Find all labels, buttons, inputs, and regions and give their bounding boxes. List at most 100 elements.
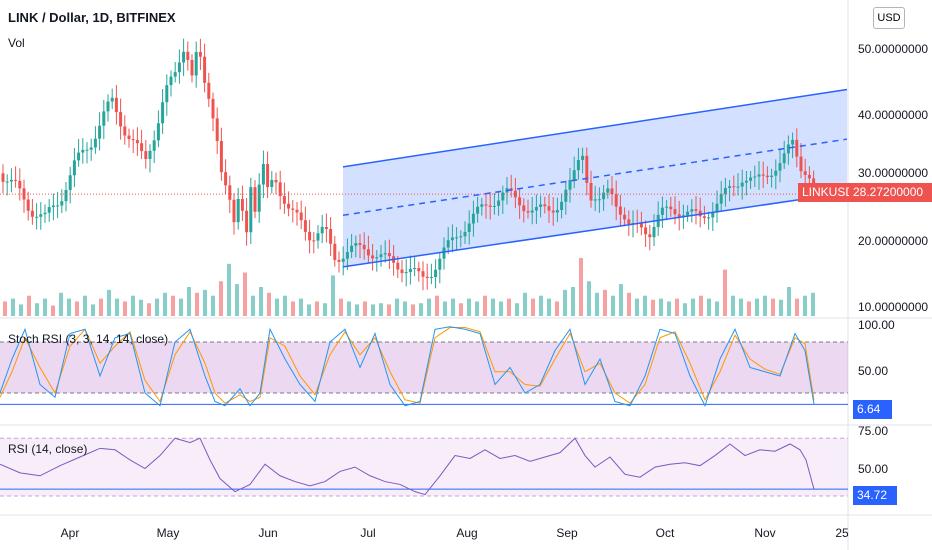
candle-body	[765, 175, 769, 178]
rsi-value-badge: 34.72	[853, 486, 897, 505]
candle-body	[623, 214, 627, 220]
candle-body	[379, 254, 383, 258]
candle-body	[333, 243, 337, 260]
time-tick: Apr	[60, 526, 80, 540]
volume-bar	[563, 289, 567, 316]
candle-body	[753, 176, 757, 178]
candle-body	[5, 181, 9, 183]
candle-body	[534, 207, 538, 211]
candle-body	[169, 76, 173, 86]
volume-bar	[755, 298, 759, 316]
candle-body	[119, 112, 123, 127]
volume-bar	[123, 301, 127, 316]
volume-bar	[739, 298, 743, 316]
volume-bar	[651, 299, 655, 316]
candle-body	[30, 210, 34, 217]
rsi-tick: 50.00	[858, 462, 889, 476]
channel-upper-line	[342, 88, 848, 168]
candle-body	[1, 173, 5, 182]
volume-bar	[227, 263, 231, 316]
volume-bar	[339, 298, 343, 316]
volume-bar	[267, 292, 271, 316]
candle-body	[18, 180, 22, 189]
volume-bar	[795, 298, 799, 316]
volume-bar	[603, 289, 607, 316]
candle-body	[551, 210, 555, 213]
candle-body	[358, 243, 362, 245]
volume-bar	[595, 292, 599, 316]
candle-body	[446, 240, 450, 248]
last-price-badge: 28.27200000	[849, 183, 932, 202]
candle-body	[337, 259, 341, 262]
candle-body	[295, 209, 299, 213]
volume-bar	[699, 295, 703, 316]
candle-body	[106, 101, 110, 112]
volume-bar	[667, 301, 671, 316]
candle-body	[471, 213, 475, 224]
volume-bar	[67, 298, 71, 316]
currency-button[interactable]: USD	[873, 7, 905, 29]
volume-bar	[387, 304, 391, 316]
candle-body	[669, 206, 673, 210]
candle-body	[161, 102, 165, 124]
candle-body	[312, 240, 316, 242]
candle-body	[715, 203, 719, 213]
candle-body	[450, 237, 454, 241]
volume-bar	[659, 298, 663, 316]
volume-bar	[547, 298, 551, 316]
candle-body	[198, 52, 202, 57]
candle-body	[723, 187, 727, 195]
candle-body	[261, 164, 265, 185]
candle-body	[543, 204, 547, 207]
volume-bar	[19, 304, 23, 316]
volume-bar	[83, 295, 87, 316]
volume-bar	[115, 298, 119, 316]
volume-bar	[571, 287, 575, 316]
volume-bar	[523, 292, 527, 316]
candle-body	[371, 255, 375, 259]
volume-bar	[27, 295, 31, 316]
candle-body	[480, 204, 484, 207]
candle-body	[610, 188, 614, 195]
candle-body	[770, 175, 774, 178]
volume-bar	[235, 284, 239, 316]
time-tick: Nov	[754, 526, 776, 540]
volume-bar	[307, 304, 311, 316]
volume-bar	[635, 298, 639, 316]
volume-bar	[515, 303, 519, 316]
candle-body	[245, 210, 249, 233]
candle-body	[589, 182, 593, 201]
time-tick: May	[156, 526, 180, 540]
candle-body	[303, 220, 307, 232]
candle-body	[408, 268, 412, 273]
candle-body	[39, 214, 43, 217]
candle-body	[140, 143, 144, 152]
volume-bar	[243, 272, 247, 316]
candle-body	[488, 205, 492, 207]
candle-body	[186, 51, 190, 60]
candle-body	[711, 212, 715, 218]
candle-body	[744, 180, 748, 183]
candle-body	[270, 179, 274, 188]
candle-body	[81, 149, 85, 153]
volume-bar	[59, 292, 63, 316]
volume-bar	[187, 287, 191, 316]
candle-body	[114, 97, 118, 113]
candle-body	[719, 194, 723, 204]
volume-bar	[211, 295, 215, 316]
volume-bar	[347, 301, 351, 316]
candle-body	[429, 276, 433, 278]
candle-body	[568, 179, 572, 190]
volume-bar	[731, 295, 735, 316]
candle-body	[14, 179, 18, 181]
time-tick: Aug	[456, 526, 478, 540]
candle-body	[757, 174, 761, 177]
volume-bar	[611, 295, 615, 316]
candle-body	[417, 268, 421, 272]
volume-bar	[691, 298, 695, 316]
candle-body	[555, 209, 559, 213]
candle-body	[9, 179, 13, 182]
rsi-band	[0, 438, 848, 496]
volume-bar	[723, 269, 727, 316]
candle-body	[47, 207, 51, 213]
